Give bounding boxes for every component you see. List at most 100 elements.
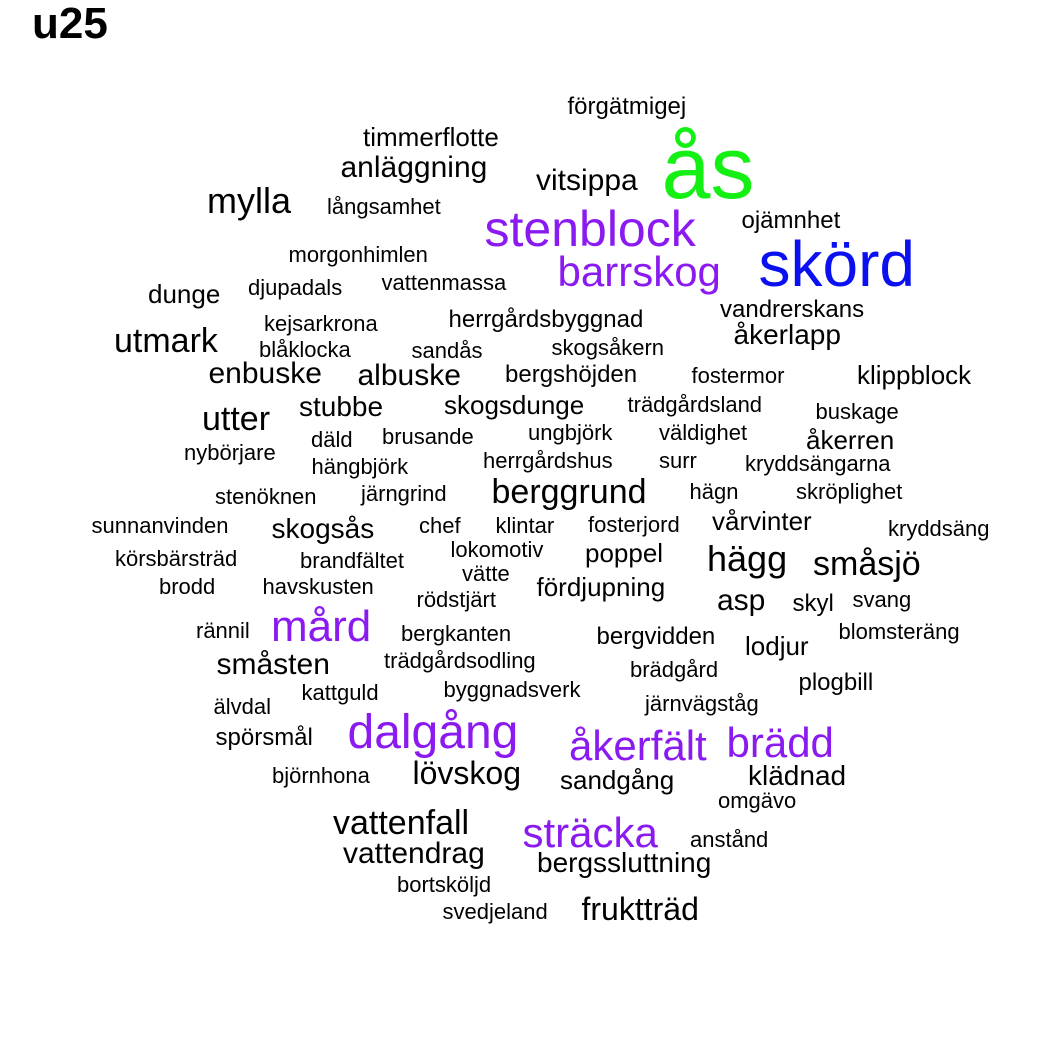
cloud-word: ojämnhet [741, 207, 841, 235]
cloud-word: asp [717, 583, 766, 617]
cloud-word: sandås [411, 338, 483, 364]
cloud-word: albuske [357, 358, 461, 392]
cloud-word: anläggning [340, 150, 488, 184]
cloud-word: byggnadsverk [443, 677, 581, 703]
cloud-word: mård [271, 602, 372, 652]
cloud-word: svang [852, 587, 912, 613]
cloud-word: lövskog [412, 755, 522, 792]
cloud-word: trädgårdsodling [384, 648, 536, 674]
cloud-word: utter [202, 400, 271, 439]
cloud-word: sandgång [560, 765, 675, 796]
cloud-word: brandfältet [300, 548, 404, 574]
cloud-word: buskage [815, 399, 899, 425]
cloud-word: havskusten [262, 574, 374, 600]
cloud-word: sunnanvinden [91, 513, 229, 539]
cloud-word: fördjupning [536, 572, 666, 603]
cloud-word: bergshöjden [505, 361, 638, 389]
cloud-word: bortsköljd [397, 872, 492, 898]
cloud-word: kattguld [301, 680, 379, 706]
cloud-word: skogsås [271, 512, 375, 544]
cloud-word: dunge [148, 279, 221, 310]
cloud-word: blomsteräng [838, 619, 960, 645]
cloud-word: skröplighet [796, 479, 903, 505]
plot-title: u25 [32, 0, 108, 48]
cloud-word: omgävo [718, 788, 797, 814]
cloud-word: plogbill [798, 669, 874, 697]
cloud-word: klintar [495, 513, 555, 539]
cloud-word: vattendrag [343, 836, 485, 870]
cloud-word: långsamhet [327, 194, 441, 220]
cloud-word: skörd [758, 228, 916, 301]
cloud-word: vattenfall [333, 804, 470, 843]
cloud-word: lokomotiv [450, 537, 544, 563]
cloud-word: kejsarkrona [264, 311, 378, 337]
cloud-word: brädgård [630, 657, 719, 683]
cloud-word: sträcka [522, 808, 658, 856]
cloud-word: vitsippa [536, 163, 638, 197]
cloud-word: fosterjord [588, 512, 680, 538]
cloud-word: bergkanten [401, 621, 512, 647]
cloud-word: förgätmigej [567, 93, 687, 121]
cloud-word: chef [419, 513, 461, 539]
cloud-word: stenöknen [215, 484, 317, 510]
cloud-word: stenblock [484, 200, 696, 257]
cloud-word: skogsåkern [551, 335, 665, 361]
cloud-word: bergvidden [596, 623, 716, 651]
cloud-word: klädnad [748, 759, 847, 791]
cloud-word: timmerflotte [363, 122, 499, 153]
cloud-word: vätte [462, 561, 510, 587]
cloud-word: åkerfält [569, 721, 707, 769]
cloud-word: järnvägståg [645, 691, 759, 717]
cloud-word: blåklocka [259, 337, 351, 363]
cloud-word: kryddsängarna [745, 451, 891, 477]
cloud-word: klippblock [857, 360, 972, 391]
cloud-word: småsjö [813, 545, 921, 584]
cloud-word: djupadals [248, 275, 343, 301]
cloud-word: brusande [382, 424, 474, 450]
cloud-word: nybörjare [184, 440, 276, 466]
cloud-word: herrgårdsbyggnad [448, 306, 644, 334]
cloud-word: väldighet [659, 420, 748, 446]
cloud-word: ås [661, 118, 755, 218]
cloud-word: skogsdunge [444, 390, 585, 421]
cloud-word: järngrind [361, 481, 447, 507]
cloud-word: brodd [159, 574, 216, 600]
cloud-word: vandrerskans [720, 296, 865, 324]
cloud-word: lodjur [745, 631, 809, 662]
cloud-word: rännil [196, 618, 250, 644]
cloud-word: hägg [707, 538, 788, 580]
cloud-word: fruktträd [581, 891, 699, 928]
cloud-word: svedjeland [442, 899, 548, 925]
cloud-word: barrskog [557, 247, 721, 295]
cloud-word: herrgårdshus [483, 448, 613, 474]
cloud-word: skyl [792, 590, 834, 618]
cloud-word: rödstjärt [416, 587, 496, 613]
cloud-word: surr [659, 448, 697, 474]
cloud-word: åkerren [806, 425, 895, 456]
cloud-word: björnhona [272, 763, 370, 789]
cloud-word: hängbjörk [311, 454, 409, 480]
cloud-word: stubbe [299, 390, 384, 422]
cloud-word: brädd [726, 718, 834, 766]
cloud-word: hägn [689, 479, 739, 505]
cloud-word: åkerlapp [733, 318, 841, 350]
cloud-word: vårvinter [712, 506, 812, 537]
cloud-word: spörsmål [215, 724, 313, 752]
cloud-word: trädgårdsland [627, 392, 763, 418]
cloud-word: ungbjörk [528, 420, 613, 446]
cloud-word: dalgång [347, 705, 519, 759]
cloud-word: morgonhimlen [288, 242, 428, 268]
cloud-word: småsten [216, 647, 330, 681]
cloud-word: vattenmassa [381, 270, 507, 296]
cloud-word: utmark [114, 322, 218, 361]
cloud-word: anstånd [690, 827, 769, 853]
cloud-word: poppel [585, 538, 664, 569]
cloud-word: bergssluttning [537, 846, 712, 878]
cloud-word: berggrund [491, 473, 647, 512]
cloud-word: däld [311, 427, 353, 453]
cloud-word: fostermor [691, 363, 785, 389]
cloud-word: kryddsäng [888, 516, 990, 542]
cloud-word: mylla [207, 180, 292, 222]
cloud-word: körsbärsträd [115, 546, 238, 572]
